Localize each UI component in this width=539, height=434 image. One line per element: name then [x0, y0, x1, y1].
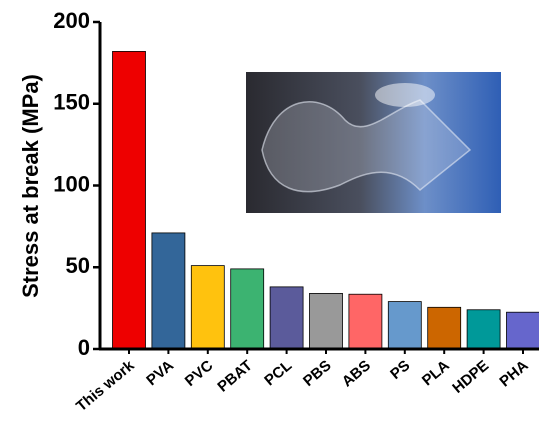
y-tick-label: 50 [66, 253, 90, 278]
y-tick-label: 150 [53, 90, 90, 115]
bar [310, 293, 343, 349]
x-tick-label: This work [73, 357, 138, 415]
x-tick-label: PBAT [214, 357, 255, 396]
x-tick-label: PVA [143, 357, 177, 389]
bar [428, 307, 461, 349]
x-tick-label: PHA [496, 357, 531, 390]
bar [270, 287, 303, 349]
x-tick-label: HDPE [449, 357, 492, 397]
bar [467, 310, 500, 349]
chart: Stress at break (MPa) 0 50 100 150 200 This w… [0, 0, 539, 434]
bar [231, 269, 264, 349]
x-tick-label: ABS [339, 357, 374, 390]
x-tick-label: PBS [300, 357, 335, 390]
bar [191, 266, 224, 349]
bar [507, 312, 539, 349]
bar [388, 302, 421, 349]
x-tick-label: PVC [182, 357, 217, 390]
y-tick-label: 200 [53, 8, 90, 33]
y-tick-label: 0 [78, 335, 90, 360]
bar [349, 294, 382, 349]
y-axis-title: Stress at break (MPa) [18, 74, 43, 298]
x-tick-label: PCL [261, 357, 295, 389]
inset-photo [246, 72, 501, 213]
y-tick-label: 100 [53, 171, 90, 196]
x-tick-label: PS [387, 357, 413, 383]
bar [113, 51, 146, 349]
x-tick-label: PLA [419, 357, 453, 389]
bar [152, 233, 185, 349]
